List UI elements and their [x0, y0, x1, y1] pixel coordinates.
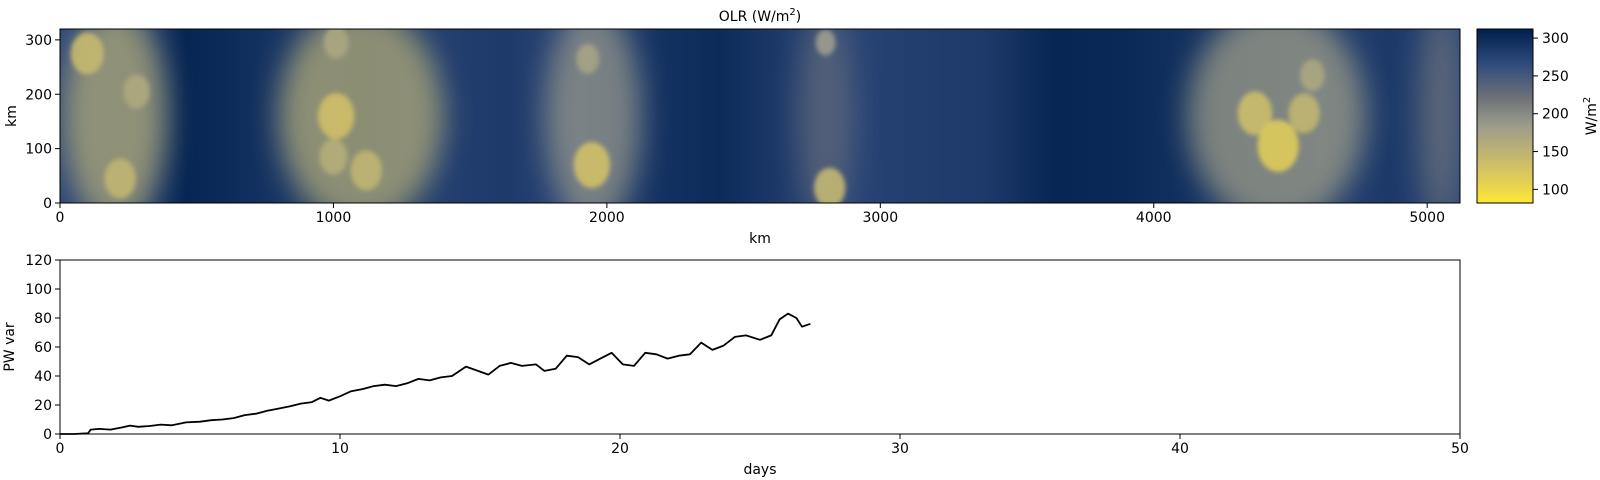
cold-cloud-core-6 — [319, 138, 348, 175]
olr-x-axis: 0 1000 2000 3000 4000 5000 — [56, 203, 1445, 226]
olr-x-tick-label: 1000 — [316, 210, 352, 226]
pw-y-tick-label: 60 — [34, 340, 52, 356]
olr-x-tick-label: 2000 — [589, 210, 625, 226]
colorbar-tick-label: 300 — [1542, 31, 1569, 47]
colorbar-tick-label: 200 — [1542, 107, 1569, 123]
cold-cloud-core-13 — [1288, 93, 1320, 134]
olr-y-tick-label: 200 — [25, 87, 52, 103]
convective-cluster-5 — [1420, 29, 1460, 203]
cold-cloud-core-5 — [350, 150, 382, 191]
cold-cloud-core-2 — [104, 158, 136, 199]
pw-y-axis: 0 20 40 60 80 100 120 — [25, 253, 60, 443]
colorbar-ticks: 100 150 200 250 300 — [1533, 31, 1569, 198]
cold-cloud-core-14 — [1300, 59, 1325, 92]
olr-x-tick-label: 5000 — [1409, 210, 1445, 226]
cold-cloud-core-3 — [318, 93, 355, 139]
pw-x-tick-label: 30 — [891, 441, 909, 457]
pw-variance-line — [60, 312, 811, 435]
cold-cloud-core-8 — [576, 43, 600, 74]
colorbar-tick-label: 100 — [1542, 182, 1569, 198]
pw-x-axis-label: days — [743, 462, 776, 478]
cold-cloud-core-9 — [815, 29, 836, 56]
olr-x-tick-label: 0 — [56, 210, 65, 226]
cold-cloud-core-11 — [1237, 91, 1273, 136]
pw-axes-frame — [59, 259, 1461, 435]
olr-x-axis-label: km — [749, 231, 771, 247]
olr-y-axis-label: km — [4, 105, 20, 127]
olr-y-tick-label: 0 — [43, 196, 52, 212]
olr-x-tick-label: 4000 — [1136, 210, 1172, 226]
cold-cloud-core-0 — [70, 32, 104, 75]
pw-x-axis: 0 10 20 30 40 50 — [56, 434, 1469, 457]
pw-x-tick-label: 50 — [1451, 441, 1469, 457]
pw-x-tick-label: 10 — [331, 441, 349, 457]
colorbar-gradient — [1476, 28, 1534, 204]
cold-cloud-core-4 — [323, 29, 349, 59]
convective-cluster-2 — [545, 29, 642, 203]
olr-y-axis: 0 100 200 300 — [25, 33, 60, 212]
cold-cloud-core-7 — [573, 141, 611, 188]
pw-y-tick-label: 120 — [25, 253, 52, 269]
olr-axes-frame — [59, 28, 1461, 204]
pw-y-tick-label: 40 — [34, 369, 52, 385]
pw-x-tick-label: 0 — [56, 441, 65, 457]
olr-cluster-layer — [62, 29, 1460, 203]
pw-y-tick-label: 20 — [34, 398, 52, 414]
cold-cloud-core-12 — [1257, 119, 1299, 172]
olr-y-tick-label: 300 — [25, 33, 52, 49]
olr-panel: OLR (W/m2) 0 1000 2000 3000 4000 5000 0 100 200… — [4, 7, 1461, 247]
colorbar-label: W/m2 — [1582, 97, 1600, 136]
olr-y-tick-label: 100 — [25, 142, 52, 158]
pw-y-axis-label: PW var — [2, 322, 18, 372]
cold-cloud-core-1 — [123, 74, 150, 109]
pw-y-tick-label: 0 — [43, 427, 52, 443]
pw-panel: 0 10 20 30 40 50 0 20 40 60 80 100 120 days PW var — [2, 253, 1469, 478]
pw-y-tick-label: 100 — [25, 282, 52, 298]
colorbar-tick-label: 250 — [1542, 69, 1569, 85]
olr-title: OLR (W/m2) — [719, 7, 802, 25]
pw-x-tick-label: 40 — [1171, 441, 1189, 457]
convective-cluster-3 — [798, 29, 853, 203]
convective-cluster-1 — [278, 29, 443, 203]
colorbar-tick-label: 150 — [1542, 145, 1569, 161]
pw-y-tick-label: 80 — [34, 311, 52, 327]
cold-cloud-core-10 — [814, 167, 846, 203]
olr-core-layer — [70, 29, 1325, 203]
convective-cluster-4 — [1187, 29, 1366, 203]
pw-x-tick-label: 20 — [611, 441, 629, 457]
olr-x-tick-label: 3000 — [862, 210, 898, 226]
olr-colorbar: 100 150 200 250 300 W/m2 — [1476, 28, 1600, 204]
